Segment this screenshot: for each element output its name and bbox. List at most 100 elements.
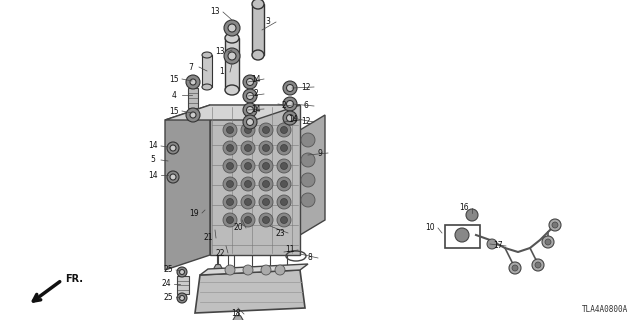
Circle shape [167, 142, 179, 154]
Polygon shape [233, 316, 243, 320]
Circle shape [241, 213, 255, 227]
Circle shape [244, 145, 252, 151]
Circle shape [179, 295, 184, 300]
Ellipse shape [225, 85, 239, 95]
Polygon shape [214, 265, 222, 271]
Bar [177, 276, 189, 294]
Circle shape [262, 198, 269, 205]
Circle shape [455, 228, 469, 242]
Text: 14: 14 [148, 141, 158, 150]
Ellipse shape [202, 52, 212, 58]
Circle shape [552, 222, 558, 228]
Polygon shape [165, 105, 210, 270]
Polygon shape [300, 115, 325, 235]
Text: 19: 19 [189, 209, 199, 218]
Circle shape [170, 174, 176, 180]
Circle shape [243, 115, 257, 129]
Circle shape [244, 217, 252, 223]
Polygon shape [206, 246, 214, 253]
Circle shape [301, 133, 315, 147]
Text: 13: 13 [210, 7, 220, 17]
Text: 11: 11 [285, 245, 295, 254]
Polygon shape [200, 264, 308, 275]
Ellipse shape [252, 50, 264, 60]
Circle shape [228, 52, 236, 60]
Circle shape [259, 213, 273, 227]
Circle shape [262, 126, 269, 133]
Circle shape [227, 163, 234, 170]
Circle shape [277, 123, 291, 137]
Text: 9: 9 [317, 148, 323, 157]
Text: 7: 7 [189, 62, 193, 71]
Text: 17: 17 [493, 242, 503, 251]
Circle shape [535, 262, 541, 268]
Circle shape [186, 75, 200, 89]
Circle shape [275, 265, 285, 275]
Circle shape [545, 239, 551, 245]
Circle shape [280, 145, 287, 151]
Circle shape [246, 92, 253, 100]
Bar [252, 4, 264, 55]
Circle shape [262, 180, 269, 188]
Circle shape [280, 217, 287, 223]
Circle shape [280, 126, 287, 133]
Circle shape [244, 198, 252, 205]
Text: 24: 24 [161, 279, 171, 289]
Text: 2: 2 [253, 90, 259, 99]
Circle shape [228, 24, 236, 32]
Circle shape [223, 195, 237, 209]
Bar [168, 153, 178, 171]
Circle shape [223, 123, 237, 137]
Text: 25: 25 [163, 292, 173, 301]
Circle shape [223, 159, 237, 173]
Circle shape [287, 115, 294, 122]
Circle shape [167, 171, 179, 183]
Text: 1: 1 [220, 68, 225, 76]
Text: 23: 23 [275, 228, 285, 237]
Circle shape [466, 209, 478, 221]
Circle shape [532, 259, 544, 271]
Circle shape [549, 219, 561, 231]
Circle shape [190, 79, 196, 85]
Circle shape [262, 217, 269, 223]
Text: 5: 5 [150, 156, 156, 164]
Circle shape [244, 163, 252, 170]
Circle shape [241, 195, 255, 209]
Polygon shape [195, 270, 305, 313]
Circle shape [301, 193, 315, 207]
Circle shape [259, 159, 273, 173]
Polygon shape [248, 292, 256, 299]
Circle shape [280, 163, 287, 170]
Polygon shape [223, 274, 232, 282]
Text: 20: 20 [233, 223, 243, 233]
Text: 6: 6 [303, 101, 308, 110]
Polygon shape [213, 292, 221, 299]
Circle shape [223, 177, 237, 191]
Circle shape [241, 177, 255, 191]
Circle shape [542, 236, 554, 248]
Text: 14: 14 [251, 105, 261, 114]
Circle shape [261, 265, 271, 275]
Circle shape [177, 293, 187, 303]
Text: 12: 12 [301, 117, 311, 126]
Circle shape [179, 269, 184, 275]
Text: 2: 2 [282, 101, 286, 110]
Circle shape [287, 100, 294, 108]
Circle shape [509, 262, 521, 274]
Circle shape [301, 153, 315, 167]
Circle shape [244, 180, 252, 188]
Text: 10: 10 [425, 223, 435, 233]
Circle shape [246, 78, 253, 85]
Text: 22: 22 [215, 249, 225, 258]
Text: 8: 8 [308, 253, 312, 262]
Text: 21: 21 [204, 234, 212, 243]
Text: 18: 18 [231, 309, 241, 318]
Polygon shape [283, 292, 291, 299]
Text: 4: 4 [172, 91, 177, 100]
Text: 13: 13 [215, 47, 225, 57]
Circle shape [227, 198, 234, 205]
Text: 15: 15 [169, 107, 179, 116]
Circle shape [259, 195, 273, 209]
Circle shape [262, 145, 269, 151]
Circle shape [227, 180, 234, 188]
